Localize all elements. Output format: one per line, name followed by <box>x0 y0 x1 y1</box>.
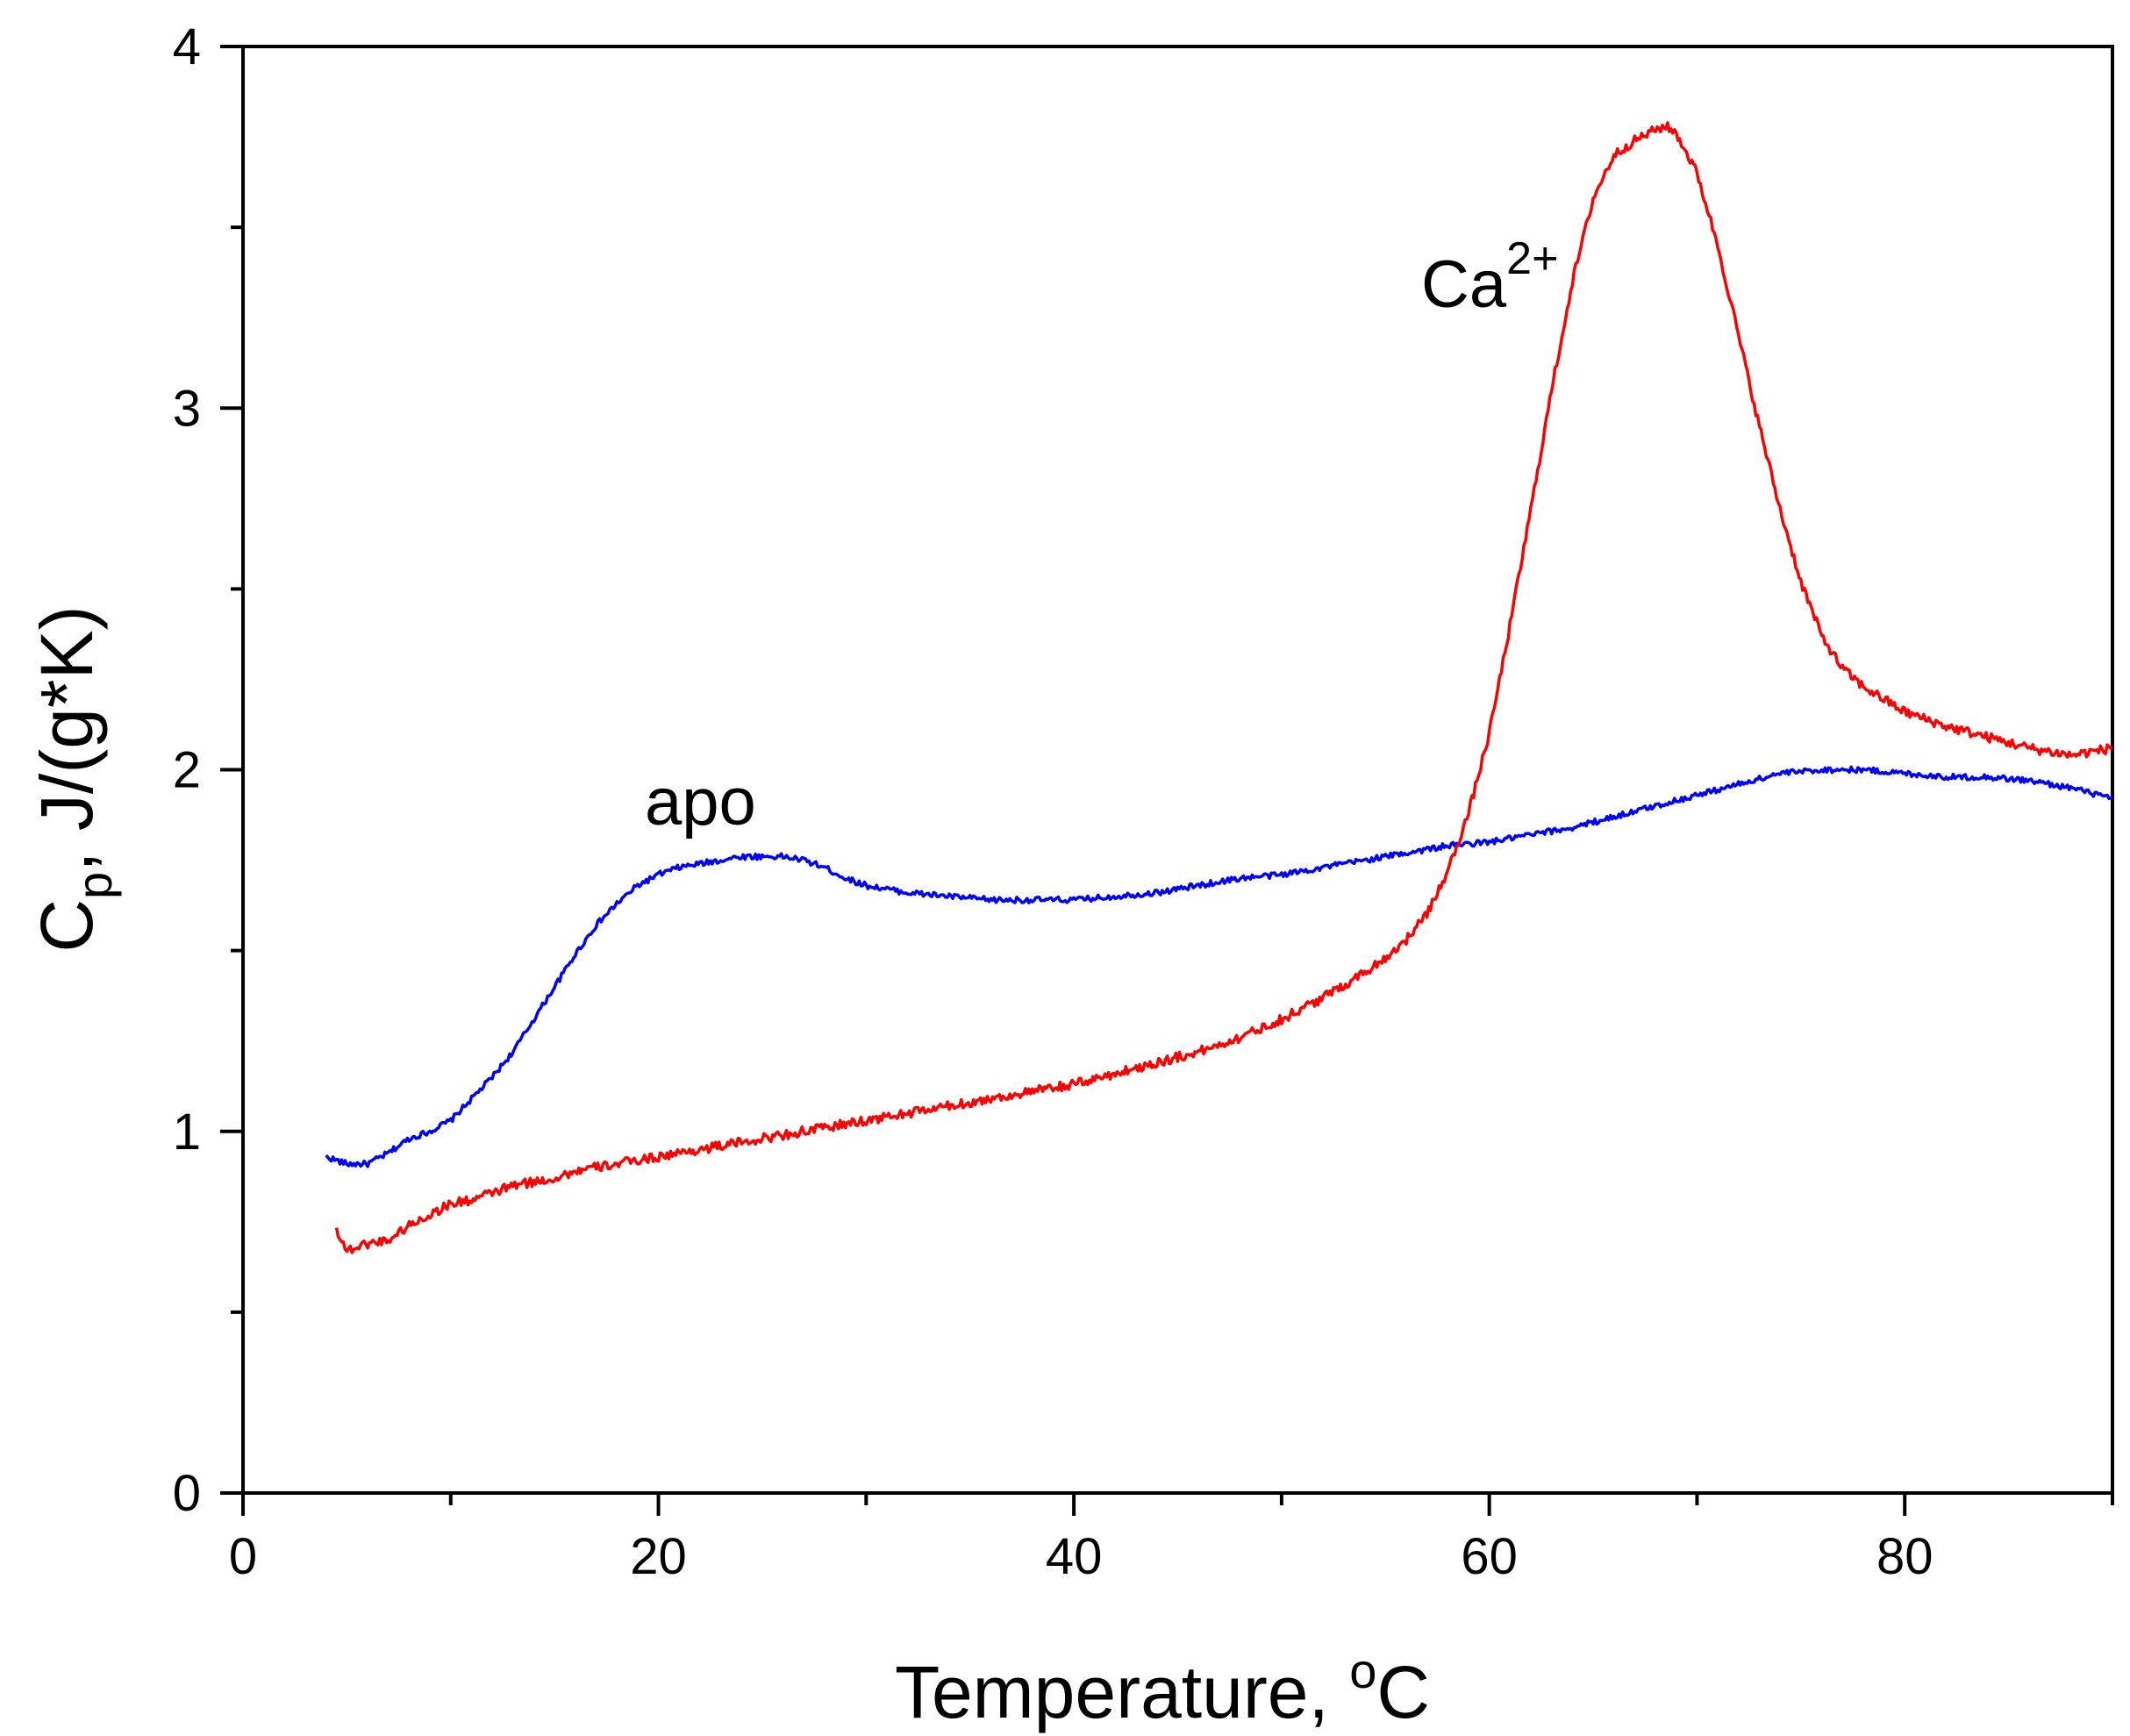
series-line-ca <box>334 121 2113 1254</box>
series-group <box>325 121 2113 1254</box>
x-tick-label: 20 <box>630 1528 687 1585</box>
y-tick-label: 4 <box>173 18 201 75</box>
y-tick-label: 1 <box>173 1104 201 1161</box>
x-tick-label: 60 <box>1461 1528 1518 1585</box>
x-tick-label: 0 <box>229 1528 257 1585</box>
y-tick-label: 2 <box>173 742 201 799</box>
annotation-ca: Ca2+ <box>1421 233 1558 322</box>
x-axis-title: Temperature, oC <box>895 1643 1430 1733</box>
y-tick-label: 0 <box>173 1465 201 1522</box>
x-tick-label: 40 <box>1046 1528 1103 1585</box>
series-line-apo <box>325 765 2113 1168</box>
y-axis-title: Cp, J/(g*K) <box>25 605 122 952</box>
ticks: 0 20 40 60 80 0 1 2 3 4 <box>173 18 2114 1585</box>
x-tick-label: 80 <box>1876 1528 1933 1585</box>
y-tick-label: 3 <box>173 380 201 437</box>
annotation-apo: apo <box>645 765 756 839</box>
